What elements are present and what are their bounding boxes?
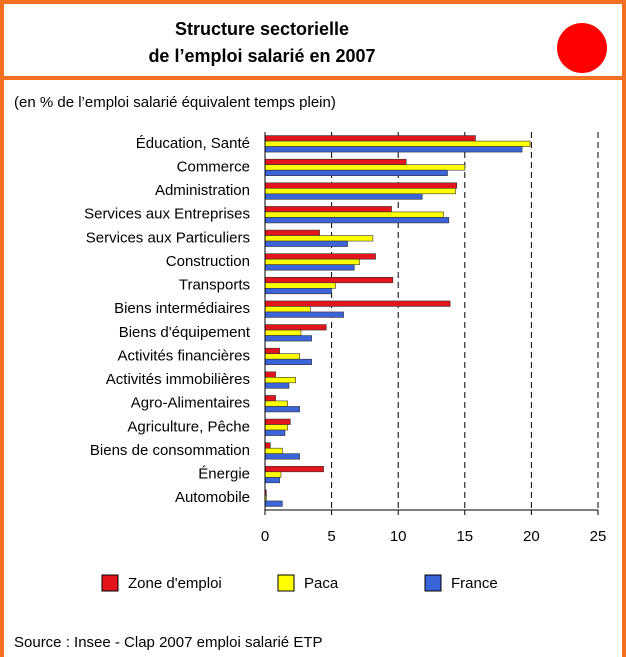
bar bbox=[264, 424, 288, 431]
bar bbox=[264, 300, 451, 307]
bar bbox=[264, 158, 407, 165]
legend-swatch bbox=[277, 574, 295, 592]
bar bbox=[264, 358, 312, 365]
bar bbox=[264, 311, 344, 318]
y-tick-label: Agriculture, Pêche bbox=[127, 418, 250, 435]
y-tick-label: Construction bbox=[166, 253, 250, 270]
y-tick-label: Biens d'équipement bbox=[119, 324, 251, 341]
bar bbox=[264, 377, 296, 384]
bar bbox=[264, 217, 450, 224]
bar bbox=[264, 382, 290, 389]
bar bbox=[264, 135, 476, 142]
bar bbox=[264, 406, 300, 413]
bar bbox=[264, 395, 276, 402]
bar bbox=[264, 211, 444, 218]
bar bbox=[264, 253, 376, 260]
bar bbox=[264, 277, 394, 284]
bar bbox=[264, 193, 423, 200]
x-tick-label: 15 bbox=[456, 528, 473, 545]
y-tick-label: Services aux Particuliers bbox=[86, 229, 250, 246]
y-tick-label: Commerce bbox=[177, 158, 250, 175]
x-tick-label: 25 bbox=[590, 528, 607, 545]
bar bbox=[264, 442, 271, 449]
y-tick-label: Biens intermédiaires bbox=[114, 300, 250, 317]
x-tick-label: 10 bbox=[390, 528, 407, 545]
bar bbox=[264, 324, 327, 331]
subtitle: (en % de l’emploi salarié équivalent tem… bbox=[14, 94, 336, 111]
bar bbox=[264, 282, 336, 289]
bar bbox=[264, 258, 360, 265]
bar bbox=[264, 466, 324, 473]
y-tick-label: Transports bbox=[179, 277, 250, 294]
y-tick-label: Énergie bbox=[198, 466, 250, 483]
y-tick-label: Administration bbox=[155, 182, 250, 199]
badge bbox=[557, 23, 607, 73]
y-tick-label: Agro-Alimentaires bbox=[131, 395, 250, 412]
bar bbox=[264, 140, 531, 147]
bar bbox=[264, 206, 392, 213]
bar bbox=[264, 146, 523, 153]
bar bbox=[264, 353, 300, 360]
y-tick-label: Biens de consommation bbox=[90, 442, 250, 459]
bar bbox=[264, 329, 302, 336]
bar bbox=[264, 453, 300, 460]
bar bbox=[264, 447, 283, 454]
y-tick-label: Activités financières bbox=[117, 347, 250, 364]
chart-title: Structure sectorielle bbox=[175, 19, 349, 39]
bar bbox=[264, 264, 355, 271]
legend-swatch bbox=[424, 574, 442, 592]
chart-title: de l’emploi salarié en 2007 bbox=[148, 46, 375, 66]
bar bbox=[264, 335, 312, 342]
bar bbox=[264, 169, 448, 176]
bar bbox=[264, 477, 280, 484]
y-tick-label: Éducation, Santé bbox=[136, 135, 250, 152]
bar bbox=[264, 164, 466, 171]
bar bbox=[264, 347, 280, 354]
legend-label: Zone d'emploi bbox=[128, 575, 222, 592]
bar bbox=[264, 182, 458, 189]
y-tick-label: Services aux Entreprises bbox=[84, 206, 250, 223]
bar bbox=[264, 429, 286, 436]
bar bbox=[264, 240, 348, 247]
bar bbox=[264, 400, 288, 407]
source: Source : Insee - Clap 2007 emploi salari… bbox=[14, 634, 323, 651]
bar bbox=[264, 418, 291, 425]
bar bbox=[264, 471, 282, 478]
bar bbox=[264, 371, 276, 378]
bar bbox=[264, 235, 374, 242]
x-tick-label: 5 bbox=[327, 528, 335, 545]
x-tick-label: 0 bbox=[261, 528, 269, 545]
legend-label: Paca bbox=[304, 575, 339, 592]
y-tick-label: Activités immobilières bbox=[106, 371, 250, 388]
bar bbox=[264, 306, 311, 313]
bar bbox=[264, 288, 332, 295]
bar bbox=[264, 229, 320, 236]
y-tick-label: Automobile bbox=[175, 489, 250, 506]
bar bbox=[264, 188, 456, 195]
x-tick-label: 20 bbox=[523, 528, 540, 545]
bar bbox=[264, 500, 283, 507]
legend-swatch bbox=[101, 574, 119, 592]
legend-label: France bbox=[451, 575, 498, 592]
